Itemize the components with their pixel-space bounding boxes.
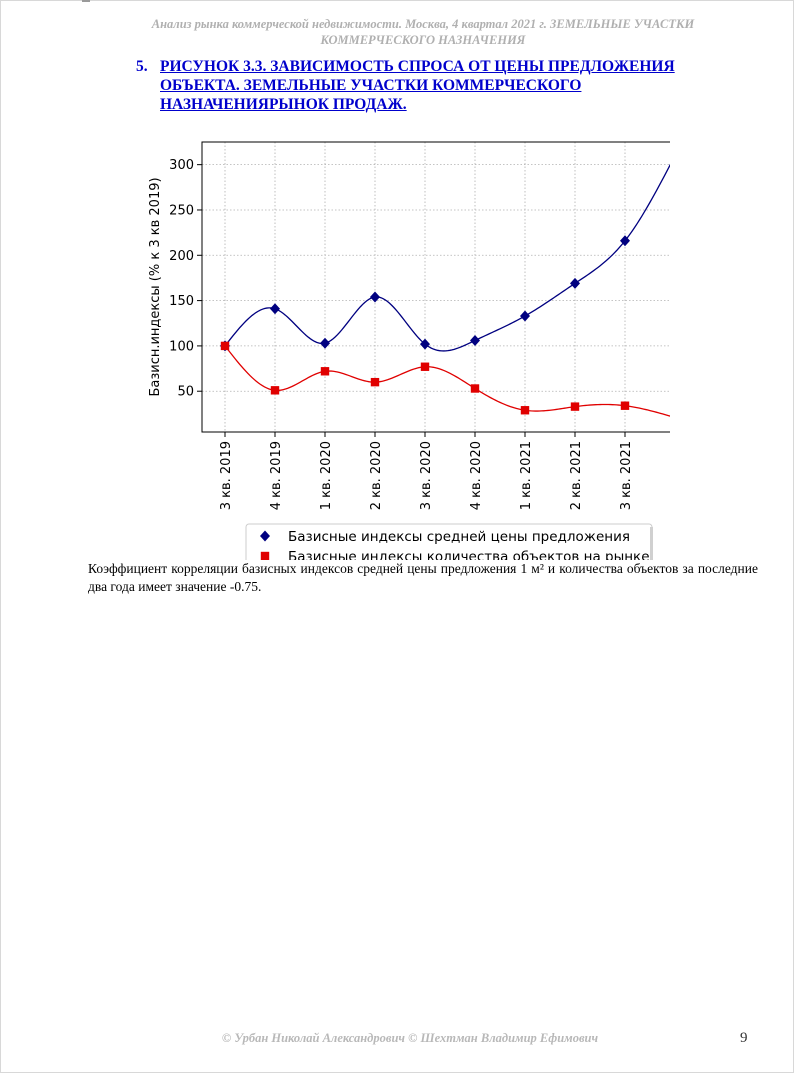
count-index-point — [520, 406, 530, 415]
running-header-line-2: КОММЕРЧЕСКОГО НАЗНАЧЕНИЯ — [320, 33, 526, 47]
price-index-point — [620, 235, 630, 247]
price-index-point — [320, 337, 330, 349]
y-tick-label: 300 — [169, 158, 194, 173]
plot-frame — [201, 141, 670, 433]
x-tick-label: 4 кв. 2019 — [269, 441, 284, 510]
price-index-point — [370, 291, 380, 303]
correlation-paragraph: Коэффициент корреляции базисных индексов… — [88, 561, 758, 594]
running-header: Анализ рынка коммерческой недвижимости. … — [100, 16, 746, 48]
running-header-line-1: Анализ рынка коммерческой недвижимости. … — [151, 17, 695, 31]
price-index-point — [520, 310, 530, 322]
heading-number: 5. — [136, 58, 148, 75]
y-axis-label: Базисн.индексы (% к 3 кв 2019) — [148, 177, 163, 396]
price-index-point — [470, 334, 480, 346]
legend-label-2: Базисные индексы количества объектов на … — [288, 549, 650, 562]
page-number: 9 — [740, 1030, 748, 1046]
x-tick-label: 3 кв. 2019 — [219, 441, 234, 510]
count-index-point — [320, 367, 330, 376]
count-index-point — [220, 341, 230, 351]
count-index-point — [470, 384, 480, 393]
legend-label-1: Базисные индексы средней цены предложени… — [288, 529, 630, 545]
legend-shadow — [650, 527, 653, 560]
y-tick-label: 50 — [177, 385, 194, 400]
axes-layer: 3 кв. 2019 4 кв. 2019 1 кв. 2020 2 кв. 2020… — [169, 141, 670, 510]
y-tick-label: 200 — [169, 249, 194, 264]
series-layer — [224, 163, 670, 417]
price-index-point — [570, 277, 580, 289]
x-tick-label: 4 кв. 2021 — [669, 441, 670, 510]
count-index-point — [420, 362, 430, 371]
x-tick-label: 2 кв. 2021 — [569, 441, 584, 510]
count-index-point — [570, 402, 580, 411]
x-tick-label: 4 кв. 2020 — [469, 441, 484, 510]
price-index-point — [420, 338, 430, 350]
heading-line-3: НАЗНАЧЕНИЯРЫНОК ПРОДАЖ. — [160, 96, 407, 113]
heading-line-1: РИСУНОК 3.3. ЗАВИСИМОСТЬ СПРОСА ОТ ЦЕНЫ … — [160, 58, 675, 75]
x-tick-label: 1 кв. 2021 — [519, 441, 534, 510]
y-tick-label: 150 — [169, 294, 194, 309]
x-tick-label: 2 кв. 2020 — [369, 441, 384, 510]
heading-text: РИСУНОК 3.3. ЗАВИСИМОСТЬ СПРОСА ОТ ЦЕНЫ … — [160, 57, 716, 114]
count-index-point — [370, 377, 380, 387]
index-chart: 3 кв. 2019 4 кв. 2019 1 кв. 2020 2 кв. 2020… — [148, 141, 670, 562]
page-corner-mark — [82, 0, 90, 2]
plot-background — [202, 142, 670, 432]
heading-line-2: ОБЪЕКТА. ЗЕМЕЛЬНЫЕ УЧАСТКИ КОММЕРЧЕСКОГО — [160, 77, 582, 94]
legend-price-marker — [260, 530, 270, 542]
x-tick-label: 1 кв. 2020 — [319, 441, 334, 510]
grid-layer — [202, 142, 670, 432]
y-tick-label: 100 — [169, 339, 194, 354]
marker-layer — [220, 235, 630, 415]
count-index-point — [620, 401, 630, 410]
series-line-2 — [224, 345, 670, 417]
count-index-point — [270, 386, 280, 395]
legend-count-marker — [260, 551, 270, 560]
price-index-point — [270, 303, 280, 315]
x-tick-label: 3 кв. 2021 — [619, 441, 634, 510]
page-footer: © Урбан Николай Александрович © Шехтман … — [221, 1031, 599, 1045]
y-tick-label: 250 — [169, 203, 194, 218]
x-tick-label: 3 кв. 2020 — [419, 441, 434, 510]
chart-legend: Базисные индексы средней цены предложени… — [245, 523, 653, 562]
series-line-1 — [224, 163, 670, 352]
